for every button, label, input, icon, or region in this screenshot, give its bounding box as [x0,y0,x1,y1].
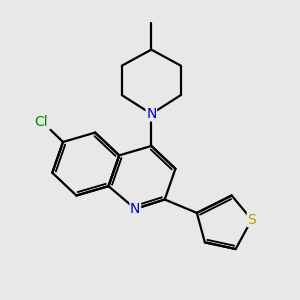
Text: N: N [146,107,157,121]
Text: N: N [130,202,140,216]
Text: S: S [247,213,256,226]
Text: Cl: Cl [34,116,48,129]
